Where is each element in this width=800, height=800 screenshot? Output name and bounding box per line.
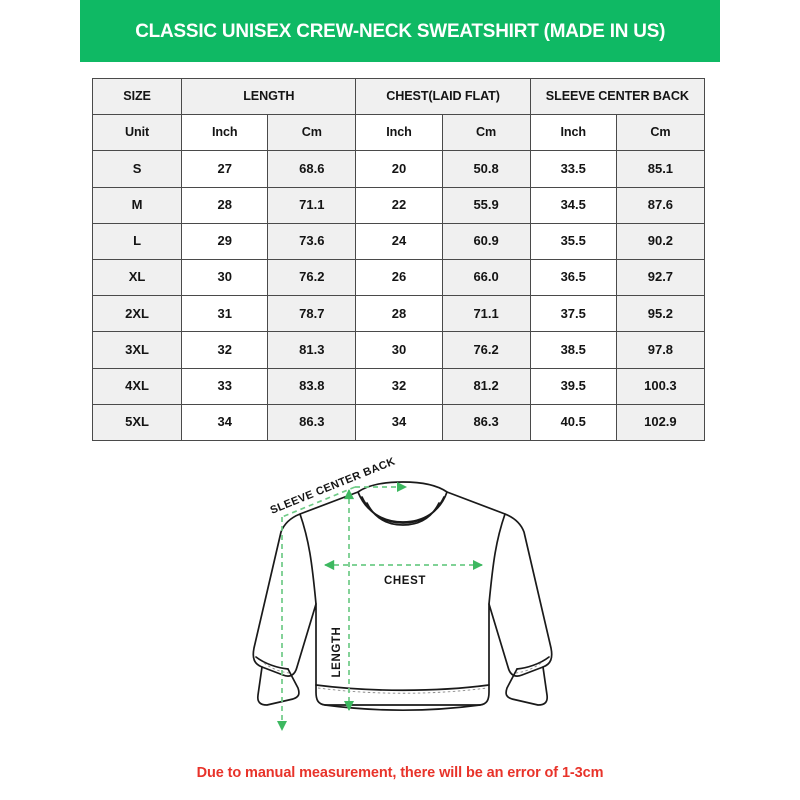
cell-size: M <box>91 186 183 224</box>
cell-size: S <box>91 150 183 188</box>
stitch-lines <box>263 662 542 694</box>
cell-chest-cm: 60.9 <box>441 222 531 260</box>
cell-chest-cm: 66.0 <box>441 258 531 297</box>
header-sleeve-cm: Cm <box>615 114 706 152</box>
cell-size: L <box>91 222 183 260</box>
cell-length-inch: 34 <box>181 403 269 441</box>
cell-sleeve-inch: 36.5 <box>529 258 617 297</box>
cell-chest-cm: 76.2 <box>441 331 531 369</box>
cell-length-cm: 83.8 <box>267 367 357 405</box>
header-chest: CHEST(LAID FLAT) <box>355 77 531 116</box>
table-row: L 29 73.6 24 60.9 35.5 90.2 <box>91 222 706 260</box>
cell-size: XL <box>91 258 183 297</box>
cell-chest-cm: 86.3 <box>441 403 531 441</box>
cell-length-cm: 76.2 <box>267 258 357 297</box>
table-body: S 27 68.6 20 50.8 33.5 85.1 M 28 71.1 22 55.9 34.5 8… <box>91 150 706 441</box>
table-row: 3XL 32 81.3 30 76.2 38.5 97.8 <box>91 331 706 369</box>
header-sleeve-inch: Inch <box>529 114 617 152</box>
cell-sleeve-cm: 92.7 <box>615 258 706 297</box>
banner: CLASSIC UNISEX CREW-NECK SWEATSHIRT (MAD… <box>80 0 720 62</box>
size-chart-table: SIZE LENGTH CHEST(LAID FLAT) SLEEVE CENT… <box>91 77 706 441</box>
cell-size: 2XL <box>91 295 183 333</box>
cell-chest-cm: 81.2 <box>441 367 531 405</box>
cell-sleeve-cm: 97.8 <box>615 331 706 369</box>
measurement-disclaimer: Due to manual measurement, there will be… <box>196 765 604 781</box>
table-row: M 28 71.1 22 55.9 34.5 87.6 <box>91 186 706 224</box>
cell-chest-inch: 24 <box>355 222 443 260</box>
table-row: 2XL 31 78.7 28 71.1 37.5 95.2 <box>91 295 706 333</box>
cell-length-inch: 33 <box>181 367 269 405</box>
header-length-cm: Cm <box>267 114 357 152</box>
header-unit: Unit <box>91 114 183 152</box>
cell-chest-inch: 34 <box>355 403 443 441</box>
cell-size: 5XL <box>91 403 183 441</box>
header-size: SIZE <box>91 77 183 116</box>
measure-guides <box>276 481 484 732</box>
header-length: LENGTH <box>181 77 357 116</box>
cell-sleeve-cm: 100.3 <box>615 367 706 405</box>
table-row: XL 30 76.2 26 66.0 36.5 92.7 <box>91 258 706 297</box>
cell-length-inch: 30 <box>181 258 269 297</box>
cell-length-cm: 68.6 <box>267 150 357 188</box>
cell-length-inch: 29 <box>181 222 269 260</box>
cell-chest-cm: 50.8 <box>441 150 531 188</box>
cell-length-cm: 73.6 <box>267 222 357 260</box>
sleeve-diagonal-guide <box>281 486 356 518</box>
cell-length-cm: 78.7 <box>267 295 357 333</box>
table-group-header-row: SIZE LENGTH CHEST(LAID FLAT) SLEEVE CENT… <box>91 77 706 116</box>
cell-chest-inch: 20 <box>355 150 443 188</box>
label-chest: CHEST <box>384 575 426 587</box>
cell-sleeve-cm: 85.1 <box>615 150 706 188</box>
header-chest-inch: Inch <box>355 114 443 152</box>
cell-sleeve-cm: 95.2 <box>615 295 706 333</box>
cell-size: 3XL <box>91 331 183 369</box>
cell-sleeve-cm: 102.9 <box>615 403 706 441</box>
cell-sleeve-inch: 37.5 <box>529 295 617 333</box>
cell-sleeve-inch: 35.5 <box>529 222 617 260</box>
garment-diagram: SLEEVE CENTER BACK CHEST LENGTH <box>252 456 553 732</box>
cell-chest-inch: 22 <box>355 186 443 224</box>
cell-sleeve-cm: 87.6 <box>615 186 706 224</box>
cell-length-cm: 71.1 <box>267 186 357 224</box>
page-title: CLASSIC UNISEX CREW-NECK SWEATSHIRT (MAD… <box>134 19 666 42</box>
cell-length-inch: 31 <box>181 295 269 333</box>
sweatshirt-outline <box>252 481 553 712</box>
cell-sleeve-cm: 90.2 <box>615 222 706 260</box>
table-unit-header-row: Unit Inch Cm Inch Cm Inch Cm <box>91 114 706 152</box>
cell-sleeve-inch: 39.5 <box>529 367 617 405</box>
cell-sleeve-inch: 38.5 <box>529 331 617 369</box>
cell-chest-cm: 55.9 <box>441 186 531 224</box>
cell-length-inch: 27 <box>181 150 269 188</box>
cell-length-cm: 86.3 <box>267 403 357 441</box>
header-length-inch: Inch <box>181 114 269 152</box>
cell-size: 4XL <box>91 367 183 405</box>
cell-chest-inch: 32 <box>355 367 443 405</box>
cell-sleeve-inch: 40.5 <box>529 403 617 441</box>
cell-length-inch: 28 <box>181 186 269 224</box>
table-row: 4XL 33 83.8 32 81.2 39.5 100.3 <box>91 367 706 405</box>
table-row: S 27 68.6 20 50.8 33.5 85.1 <box>91 150 706 188</box>
cell-chest-inch: 30 <box>355 331 443 369</box>
cell-sleeve-inch: 33.5 <box>529 150 617 188</box>
table-row: 5XL 34 86.3 34 86.3 40.5 102.9 <box>91 403 706 441</box>
cell-chest-inch: 26 <box>355 258 443 297</box>
cell-chest-inch: 28 <box>355 295 443 333</box>
header-sleeve: SLEEVE CENTER BACK <box>529 77 706 116</box>
cell-length-cm: 81.3 <box>267 331 357 369</box>
cell-length-inch: 32 <box>181 331 269 369</box>
cell-chest-cm: 71.1 <box>441 295 531 333</box>
cell-sleeve-inch: 34.5 <box>529 186 617 224</box>
label-length: LENGTH <box>331 627 343 678</box>
header-chest-cm: Cm <box>441 114 531 152</box>
